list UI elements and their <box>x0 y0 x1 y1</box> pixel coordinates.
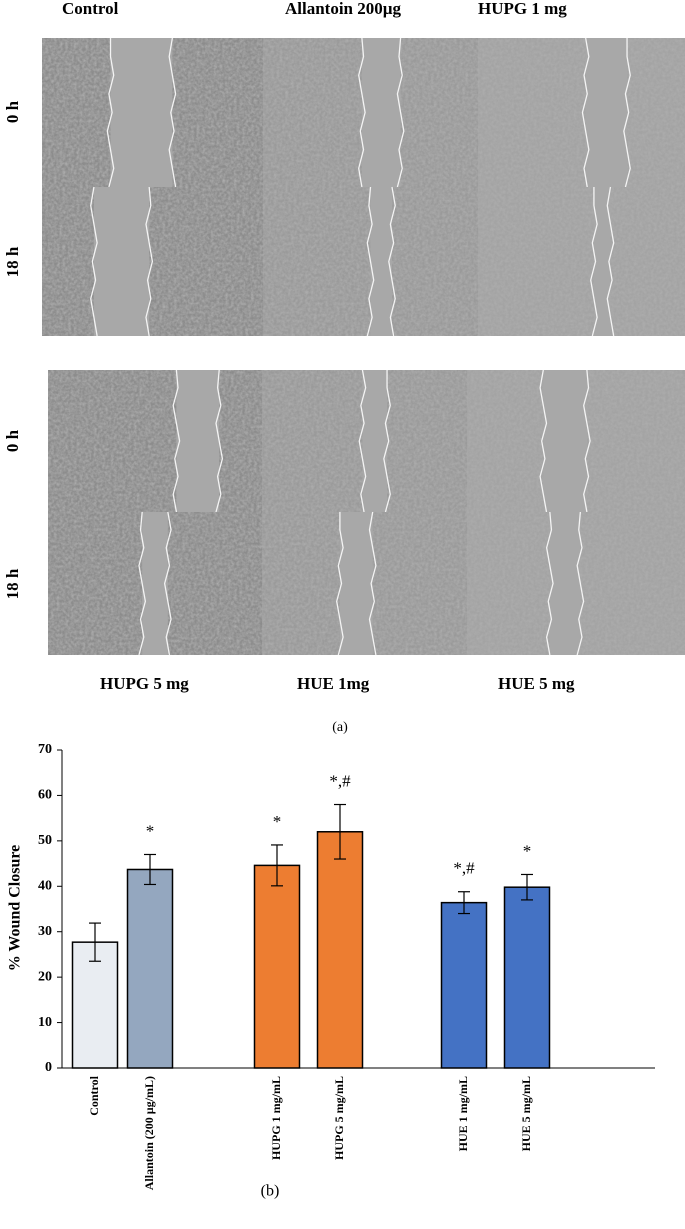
wound-edge <box>366 186 375 337</box>
wound-gap <box>593 187 611 336</box>
y-axis-label: % Wound Closure <box>7 845 24 972</box>
y-tick-label: 50 <box>38 833 52 848</box>
bar <box>503 886 551 1069</box>
row-label: 18 h <box>3 246 22 277</box>
column-label: HUE 1mg <box>297 674 370 693</box>
wound-edge <box>388 186 396 337</box>
x-tick-label: Allantoin (200 µg/mL) <box>142 1076 156 1190</box>
annotation: *,# <box>453 859 475 878</box>
y-tick-label: 40 <box>38 879 52 894</box>
micrograph-texture <box>478 38 685 187</box>
error-bar <box>144 853 156 886</box>
bar <box>126 868 174 1069</box>
column-label: Allantoin 200µg <box>285 0 402 18</box>
y-tick-label: 70 <box>38 742 52 757</box>
wound-edge <box>138 511 147 656</box>
wound-gap <box>549 512 581 655</box>
wound-edge <box>576 511 585 656</box>
error-bar <box>458 891 470 915</box>
wound-edge <box>383 370 391 513</box>
annotation: * <box>523 841 532 860</box>
x-tick-label: HUE 5 mg/mL <box>519 1076 533 1151</box>
wound-edge <box>90 186 98 337</box>
wound-edge <box>358 37 366 188</box>
y-tick-label: 60 <box>38 788 52 803</box>
error-bar <box>271 844 283 887</box>
micrograph-texture <box>48 370 262 512</box>
bar <box>316 831 364 1069</box>
wound-edge <box>583 369 591 513</box>
wound-edge <box>590 187 598 337</box>
wound-gap <box>361 38 401 187</box>
wound-edge <box>172 369 181 513</box>
x-tick-label: HUPG 1 mg/mL <box>269 1076 283 1160</box>
bar <box>71 941 119 1069</box>
wound-edge <box>623 38 631 188</box>
bar <box>253 864 301 1069</box>
panel-label: (b) <box>261 1183 280 1200</box>
error-bar <box>89 922 101 962</box>
column-label: HUPG 1 mg <box>478 0 567 18</box>
wound-edge <box>606 186 615 337</box>
wound-edge <box>396 37 405 188</box>
row-label: 18 h <box>3 568 22 599</box>
x-tick-label: HUE 1 mg/mL <box>456 1076 470 1151</box>
x-tick-label: HUPG 5 mg/mL <box>332 1076 346 1160</box>
wound-gap <box>93 187 150 336</box>
wound-edge <box>106 38 115 188</box>
wound-edge <box>358 369 367 513</box>
wound-edge <box>145 186 154 337</box>
error-bar <box>334 803 346 860</box>
wound-gap <box>543 370 587 512</box>
column-label: HUPG 5 mg <box>100 674 189 693</box>
x-tick-label: Control <box>87 1075 101 1115</box>
wound-gap <box>339 512 373 655</box>
wound-gap <box>362 370 388 512</box>
wound-gap <box>585 38 628 187</box>
column-label: HUE 5 mg <box>498 674 575 693</box>
wound-gap <box>176 370 220 512</box>
wound-gap <box>370 187 392 336</box>
wound-edge <box>539 369 548 513</box>
wound-edge <box>368 511 377 656</box>
row-label: 0 h <box>3 100 22 123</box>
y-tick-label: 10 <box>38 1015 52 1030</box>
micrograph-texture <box>478 187 685 336</box>
wound-edge <box>581 37 590 188</box>
panel-label: (a) <box>332 720 348 735</box>
wound-edge <box>215 369 224 513</box>
wound-edge <box>336 512 344 656</box>
y-tick-label: 30 <box>38 924 52 939</box>
wound-gap <box>142 512 168 655</box>
annotation: *,# <box>329 771 351 790</box>
wound-edge <box>545 511 554 656</box>
column-label: Control <box>62 0 119 18</box>
micrographs <box>42 37 685 656</box>
annotation: * <box>146 821 155 840</box>
y-tick-label: 20 <box>38 969 52 984</box>
y-tick-label: 0 <box>45 1060 52 1075</box>
annotation: * <box>273 812 282 831</box>
wound-edge <box>168 37 177 188</box>
bar <box>440 901 488 1069</box>
row-label: 0 h <box>3 429 22 452</box>
error-bar <box>521 873 533 901</box>
wound-edge <box>163 511 172 656</box>
wound-gap <box>110 38 173 187</box>
